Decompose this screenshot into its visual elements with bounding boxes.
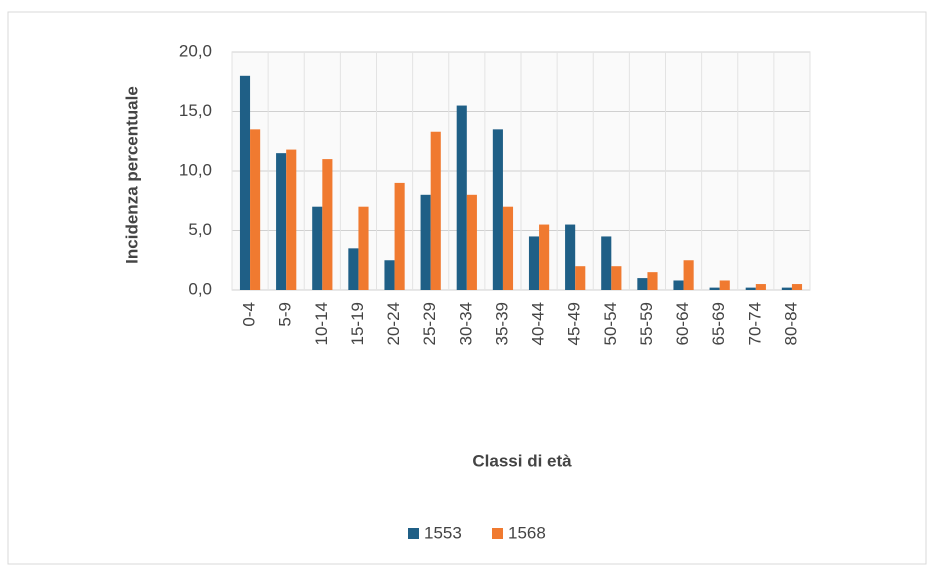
bar — [358, 206, 369, 290]
bar — [791, 284, 803, 290]
x-axis-title: Classi di età — [472, 451, 572, 470]
x-tick-label: 15-19 — [348, 302, 367, 345]
bar — [250, 129, 261, 290]
bar — [286, 149, 297, 290]
bar — [348, 248, 359, 290]
y-tick-label: 5,0 — [188, 220, 212, 239]
x-tick-label: 70-74 — [745, 302, 764, 345]
bar — [647, 272, 658, 290]
bar — [456, 105, 467, 290]
x-tick-label: 0-4 — [240, 302, 259, 327]
bar — [719, 280, 730, 290]
bar — [755, 284, 766, 290]
bar — [430, 131, 441, 290]
x-tick-label: 50-54 — [601, 302, 620, 345]
bar — [276, 153, 287, 290]
bar — [781, 287, 792, 290]
bar — [394, 182, 405, 290]
legend-swatch — [492, 528, 503, 539]
bar — [384, 260, 395, 290]
bar — [575, 266, 586, 290]
legend-label: 1553 — [424, 523, 462, 542]
bar — [322, 159, 333, 290]
bar — [539, 224, 550, 290]
bar — [565, 224, 576, 290]
x-tick-label: 55-59 — [637, 302, 656, 345]
bar — [528, 236, 540, 290]
x-tick-label: 60-64 — [673, 302, 692, 345]
y-tick-label: 10,0 — [179, 160, 212, 179]
x-tick-label: 45-49 — [565, 302, 584, 345]
bar — [683, 260, 694, 290]
y-tick-label: 0,0 — [188, 279, 212, 298]
bar — [673, 280, 684, 290]
x-tick-label: 20-24 — [384, 302, 403, 345]
bar — [611, 266, 622, 290]
bar — [637, 278, 648, 290]
bar — [239, 75, 251, 290]
x-tick-label: 80-84 — [781, 302, 800, 345]
bar — [420, 194, 431, 290]
legend-swatch — [408, 528, 419, 539]
x-tick-label: 25-29 — [420, 302, 439, 345]
bar — [601, 236, 612, 290]
x-tick-label: 30-34 — [456, 302, 475, 345]
y-axis-title: Incidenza percentuale — [122, 86, 141, 264]
y-tick-label: 15,0 — [179, 101, 212, 120]
legend-label: 1568 — [508, 523, 546, 542]
x-tick-label: 65-69 — [709, 302, 728, 345]
bar — [502, 206, 514, 290]
bar — [709, 287, 720, 290]
y-tick-label: 20,0 — [179, 41, 212, 60]
x-tick-label: 40-44 — [529, 302, 548, 345]
bar — [492, 129, 503, 290]
bar — [745, 287, 756, 290]
x-tick-label: 35-39 — [492, 302, 511, 345]
x-tick-label: 5-9 — [276, 302, 295, 327]
bar — [466, 194, 477, 290]
x-tick-label: 10-14 — [312, 302, 331, 345]
bar — [312, 206, 323, 290]
